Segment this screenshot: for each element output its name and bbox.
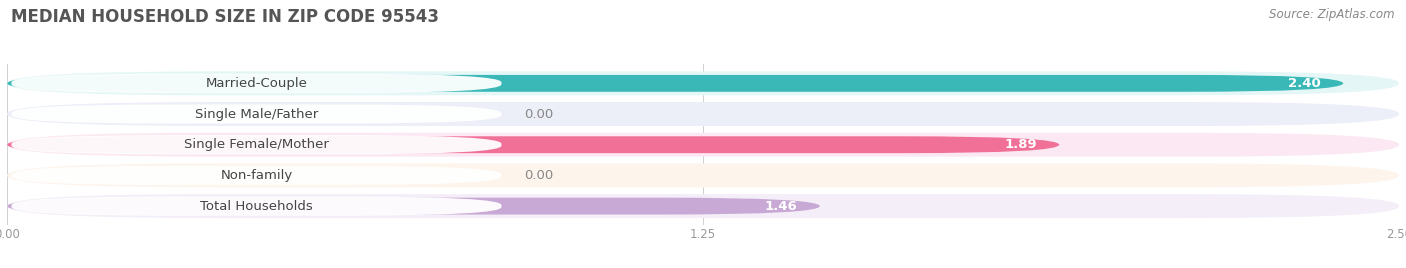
Text: Source: ZipAtlas.com: Source: ZipAtlas.com (1270, 8, 1395, 21)
FancyBboxPatch shape (7, 102, 1399, 126)
Text: 2.40: 2.40 (1288, 77, 1322, 90)
FancyBboxPatch shape (11, 135, 502, 154)
FancyBboxPatch shape (7, 198, 820, 214)
Text: Married-Couple: Married-Couple (205, 77, 308, 90)
FancyBboxPatch shape (11, 74, 502, 93)
Text: 1.46: 1.46 (765, 200, 797, 213)
FancyBboxPatch shape (11, 166, 502, 185)
FancyBboxPatch shape (7, 75, 1343, 92)
Text: Single Female/Mother: Single Female/Mother (184, 138, 329, 151)
Text: Single Male/Father: Single Male/Father (195, 107, 318, 121)
FancyBboxPatch shape (7, 163, 1399, 187)
Text: Total Households: Total Households (200, 200, 314, 213)
FancyBboxPatch shape (7, 194, 1399, 218)
FancyBboxPatch shape (7, 133, 1399, 157)
FancyBboxPatch shape (7, 136, 1059, 153)
FancyBboxPatch shape (7, 71, 1399, 95)
Text: 1.89: 1.89 (1004, 138, 1038, 151)
Text: 0.00: 0.00 (523, 169, 553, 182)
Text: Non-family: Non-family (221, 169, 292, 182)
Text: 0.00: 0.00 (523, 107, 553, 121)
FancyBboxPatch shape (11, 196, 502, 216)
Text: MEDIAN HOUSEHOLD SIZE IN ZIP CODE 95543: MEDIAN HOUSEHOLD SIZE IN ZIP CODE 95543 (11, 8, 439, 26)
FancyBboxPatch shape (11, 105, 502, 124)
